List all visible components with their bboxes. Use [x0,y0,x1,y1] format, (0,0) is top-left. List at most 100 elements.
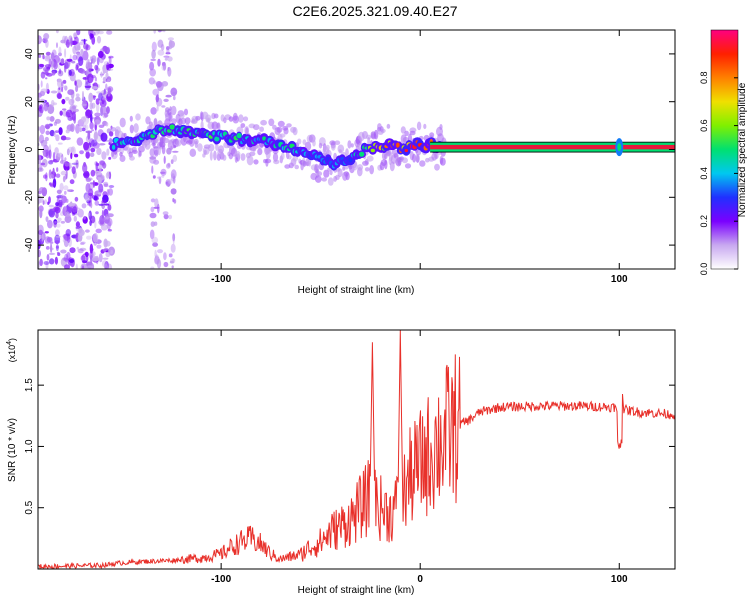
halo-blob [259,126,264,132]
noise-blob [61,108,67,111]
noise-blob [50,99,55,107]
noise-blob [45,246,50,250]
noise-blob [76,30,81,36]
noise-blob [89,32,93,40]
noise-blob [81,203,87,209]
noise-blob [169,40,175,48]
noise-blob [157,176,162,179]
noise-blob [90,202,93,209]
noise-blob [53,132,57,138]
noise-blob [81,265,85,269]
noise-blob [74,80,77,86]
noise-blob [43,104,48,112]
noise-blob [48,204,54,208]
noise-blob [87,130,91,140]
halo-blob [329,140,336,146]
halo-blob [194,140,198,149]
halo-blob [384,159,388,170]
halo-blob [369,165,374,175]
noise-blob [108,188,113,196]
noise-blob [107,218,113,227]
noise-blob [88,68,92,73]
noise-blob [71,60,76,64]
halo-blob [404,130,409,137]
noise-blob [94,119,101,126]
noise-blob [100,71,103,78]
noise-blob [89,102,93,110]
noise-blob [108,55,114,59]
noise-blob [55,245,59,249]
halo-blob [123,132,127,138]
spectrogram-marks [38,30,675,269]
noise-blob [163,98,169,102]
halo-blob [183,108,189,116]
noise-blob [60,170,67,176]
noise-blob [95,211,99,215]
spectrogram-x-ticks: -100 100 [211,30,628,285]
halo-blob [195,115,201,121]
noise-blob [64,62,69,70]
noise-blob [44,136,49,142]
noise-blob [102,76,107,82]
noise-blob [87,265,93,268]
x-tick-label: 100 [611,274,628,285]
ridge-blob-core [370,148,375,153]
noise-blob [61,194,65,201]
noise-blob [155,94,159,103]
noise-blob [94,112,101,117]
noise-blob [105,251,111,258]
noise-blob [48,149,52,159]
halo-blob [145,116,151,125]
noise-blob [68,69,72,76]
noise-blob [38,167,44,172]
halo-blob [213,113,219,119]
noise-blob [64,215,72,223]
halo-blob [149,148,155,157]
ridge-blob-core [396,142,400,148]
noise-blob [62,79,67,84]
noise-blob [83,38,86,45]
noise-blob [166,163,171,169]
noise-blob [171,150,179,153]
noise-blob [38,35,42,45]
noise-blob [53,221,57,228]
noise-blob [90,147,96,153]
noise-blob [44,231,49,234]
halo-blob [367,137,371,146]
halo-blob [302,139,307,146]
halo-blob [133,123,139,133]
noise-blob [43,145,49,153]
noise-blob [153,221,158,226]
colorbar-label: Normalized spectral amplitude [737,82,748,217]
noise-blob [70,37,73,47]
noise-blob [75,226,80,229]
noise-blob [105,122,109,127]
colorbar-gradient [710,29,739,270]
noise-blob [40,162,46,166]
noise-blob [85,229,90,233]
halo-blob [205,114,212,122]
ridge-blob-core [359,151,365,157]
noise-blob [64,173,68,180]
noise-blob [62,206,68,217]
noise-blob [90,56,93,60]
noise-blob [73,215,78,222]
halo-blob [277,120,285,127]
halo-blob [216,122,220,129]
noise-blob [46,66,51,70]
noise-blob [54,206,61,214]
noise-blob [58,127,63,136]
noise-blob [151,41,157,52]
noise-blob [81,103,87,107]
noise-blob [106,148,110,156]
noise-blob [62,257,68,261]
halo-blob [265,150,271,159]
noise-blob [80,48,84,55]
noise-blob [50,52,55,61]
noise-blob [57,252,61,256]
noise-blob [42,151,47,157]
noise-blob [98,100,102,103]
noise-blob [63,64,67,73]
noise-blob [94,200,100,206]
noise-blob [38,249,41,258]
